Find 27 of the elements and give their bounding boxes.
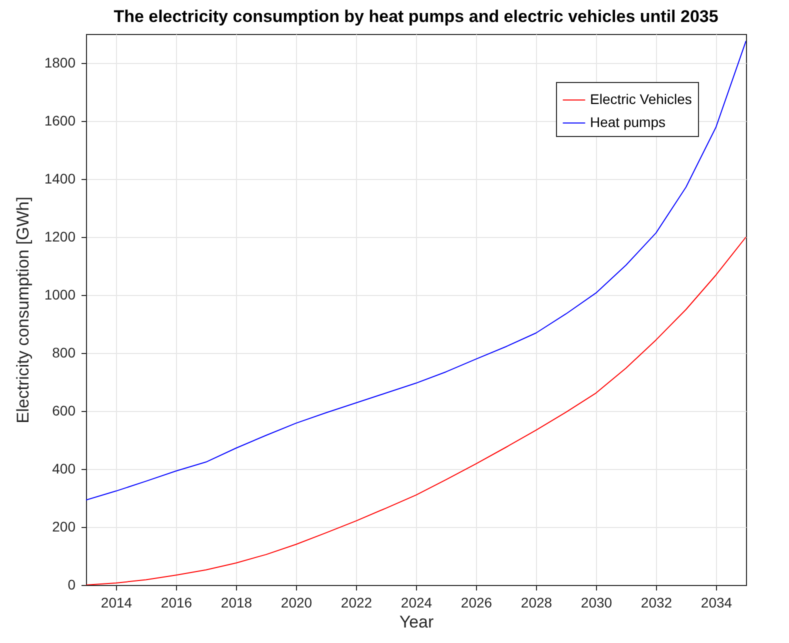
y-tick-label: 1000 [44, 286, 76, 302]
line-series [86, 40, 746, 501]
x-axis-title: Year [399, 612, 434, 632]
x-tick-label: 2022 [340, 594, 372, 610]
x-tick-label: 2030 [580, 594, 612, 610]
y-tick-label: 600 [52, 402, 76, 418]
y-tick-label: 400 [52, 460, 76, 476]
x-tick-label: 2032 [640, 594, 672, 610]
x-tick-label: 2016 [160, 594, 192, 610]
x-tick-label: 2026 [460, 594, 492, 610]
chart-title: The electricity consumption by heat pumps and electric vehicles until 2035 [114, 7, 718, 26]
y-tick-label: 1200 [44, 228, 76, 244]
y-tick-label: 0 [68, 576, 76, 592]
y-tick-label: 1400 [44, 170, 76, 186]
y-axis-title: Electricity consumption [GWh] [13, 196, 32, 424]
y-tick-label: 1600 [44, 112, 76, 128]
y-tick-label: 1800 [44, 54, 76, 70]
x-tick-label: 2034 [700, 594, 732, 610]
y-tick-label: 800 [52, 344, 76, 360]
x-tick-label: 2028 [520, 594, 552, 610]
x-tick-label: 2024 [400, 594, 432, 610]
x-tick-label: 2018 [220, 594, 252, 610]
x-tick-label: 2020 [280, 594, 312, 610]
legend-label: Heat pumps [590, 114, 666, 130]
legend-label: Electric Vehicles [590, 91, 692, 107]
y-tick-label: 200 [52, 518, 76, 534]
x-tick-label: 2014 [100, 594, 132, 610]
